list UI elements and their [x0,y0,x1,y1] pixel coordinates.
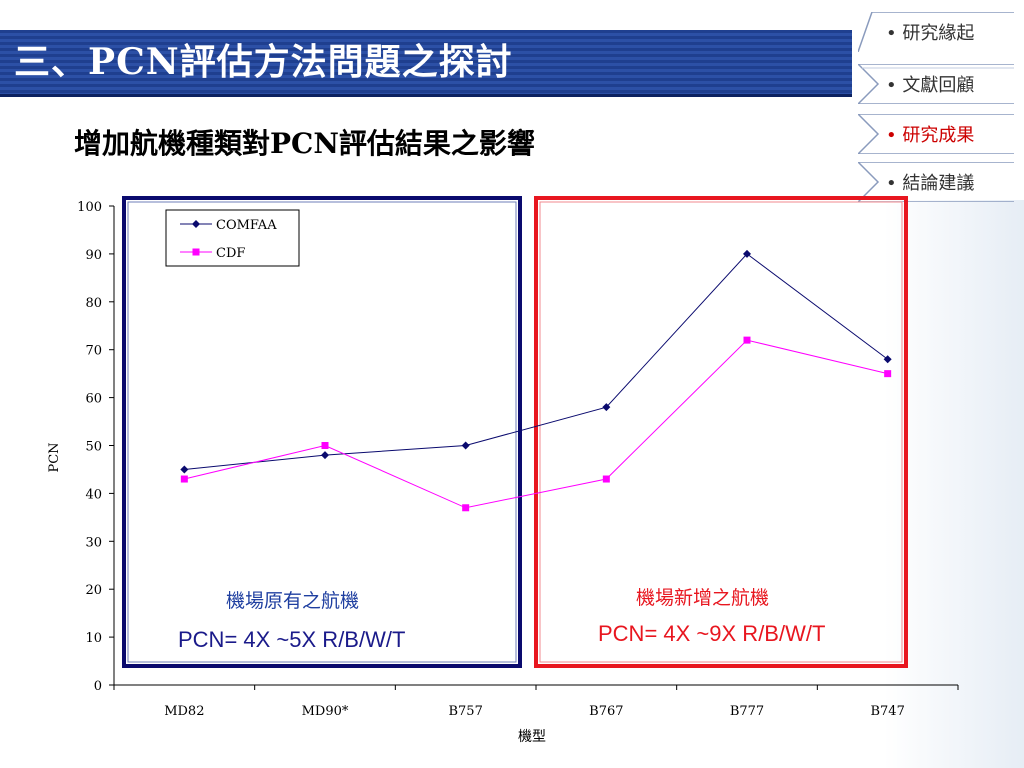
data-point-comfaa [180,465,189,474]
legend-label-comfaa: COMFAA [216,218,277,233]
data-point-comfaa [743,249,751,258]
x-tick-label: B777 [730,704,764,719]
data-point-cdf [321,442,329,449]
page-title: 三、PCN評估方法問題之探討 [14,41,513,83]
nav-item-label: • 研究緣起 [886,23,975,44]
x-tick-label: MD90* [302,704,349,719]
data-point-comfaa [192,220,200,228]
data-point-comfaa [883,355,892,364]
data-point-cdf [602,475,610,483]
section-nav: • 研究緣起 • 文獻回顧 • 研究成果 • 結論建議 [858,12,1014,208]
left-group-box [122,196,522,668]
legend-box [165,209,300,267]
y-tick-label: 100 [77,200,102,215]
nav-item-literature[interactable]: • 文獻回顧 [858,64,1014,104]
y-tick-label: 30 [85,535,102,550]
data-point-comfaa [321,451,329,460]
y-tick-label: 40 [85,487,102,502]
nav-tab-shape [858,12,1014,52]
series-line-comfaa [184,253,888,470]
nav-item-label: • 研究成果 [886,125,975,146]
x-tick-label: B747 [870,704,904,719]
data-point-cdf [180,475,188,483]
data-point-cdf [192,248,200,256]
x-tick-label: B767 [589,704,623,719]
right-box-label: 機場新增之航機 [636,587,770,609]
nav-item-label: • 結論建議 [886,173,975,194]
right-group-box-inner [539,201,903,663]
data-point-comfaa [602,403,611,412]
nav-tab-shape [858,64,1014,104]
y-tick-label: 0 [94,679,102,694]
nav-item-background[interactable]: • 研究緣起 [858,12,1014,52]
data-point-cdf [884,370,892,378]
x-tick-label: B757 [448,704,482,719]
slide-subtitle: 增加航機種類對PCN評估結果之影響 [74,127,535,160]
y-tick-label: 60 [85,392,102,407]
x-axis-label: 機型 [518,729,546,745]
left-box-label: 機場原有之航機 [226,590,360,612]
y-tick-label: 70 [85,344,102,359]
data-point-cdf [462,504,470,512]
legend-label-cdf: CDF [216,246,245,261]
nav-tab-shape [858,114,1014,154]
y-tick-label: 90 [85,248,102,263]
series-line-cdf [184,339,888,509]
line-chart: 0 10 20 30 40 50 60 70 80 90 100 MD82 MD90* B757 B767 B… [47,196,959,745]
y-tick-label: 50 [85,440,102,455]
title-bar: 三、PCN評估方法問題之探討 [0,30,852,97]
data-point-comfaa [461,441,470,450]
nav-item-label: • 文獻回顧 [886,75,975,96]
y-tick-label: 80 [85,296,102,311]
left-box-formula: PCN= 4X ~5X R/B/W/T [178,627,406,652]
x-tick-label: MD82 [164,704,204,719]
right-group-box [534,196,908,668]
right-box-formula: PCN= 4X ~9X R/B/W/T [598,621,826,646]
nav-item-results[interactable]: • 研究成果 [858,114,1014,154]
nav-tab-shape [858,162,1014,202]
y-tick-label: 20 [85,583,102,598]
data-point-cdf [743,336,751,344]
y-axis-label: PCN [47,442,62,472]
y-tick-label: 10 [85,631,102,646]
nav-item-conclusion[interactable]: • 結論建議 [858,162,1014,202]
